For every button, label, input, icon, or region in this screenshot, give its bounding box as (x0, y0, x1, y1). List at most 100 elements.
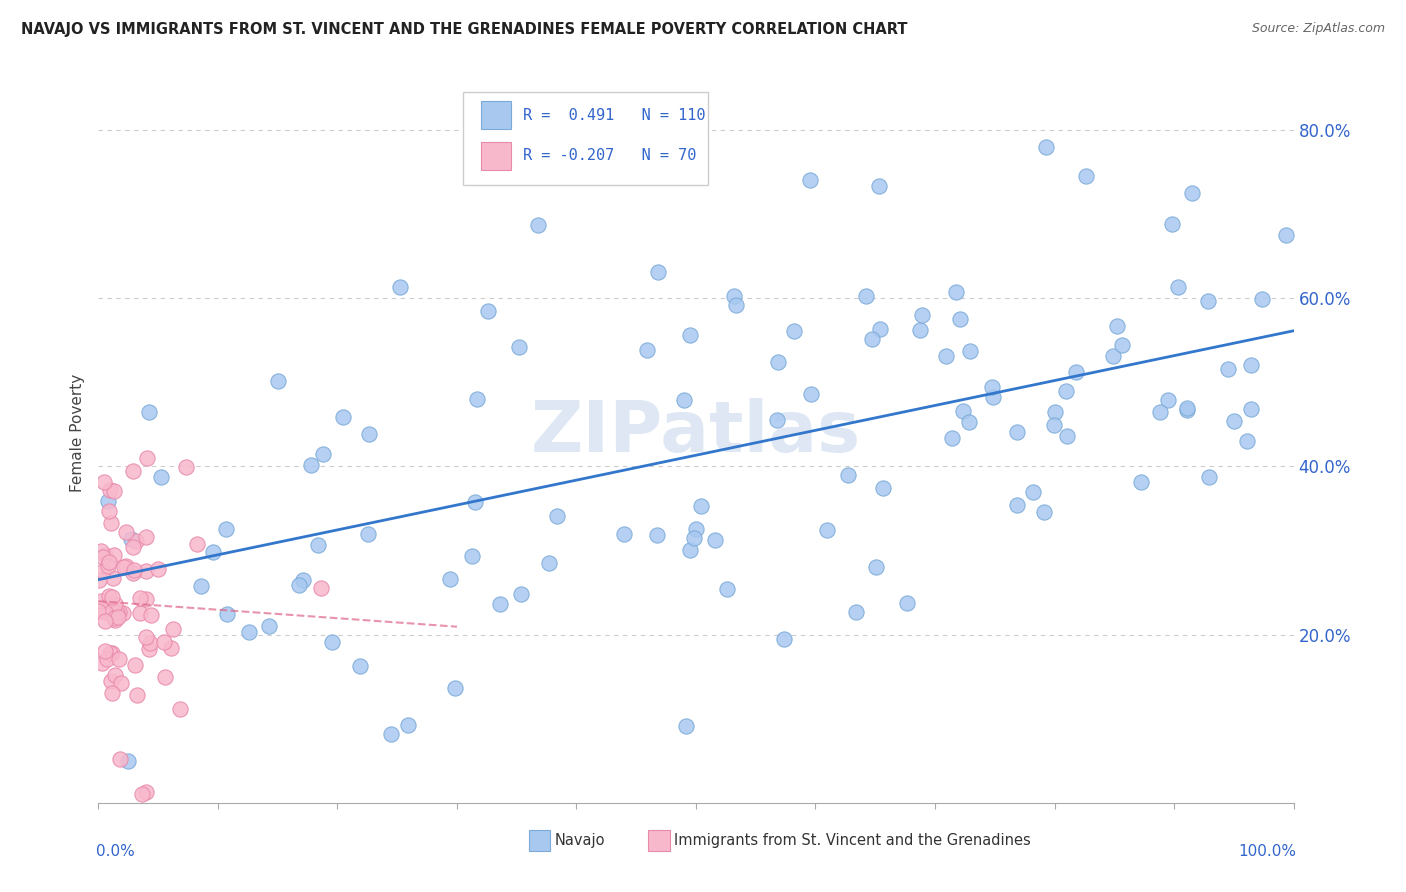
Point (799, 172, 821, 186)
Point (101, 571, 124, 585)
Point (1129, 475, 1152, 490)
Point (647, 265, 669, 279)
Point (837, 468, 859, 483)
Point (107, 607, 129, 621)
Point (97, 559, 120, 574)
Point (162, 622, 184, 636)
Point (90, 544, 112, 558)
Point (1198, 470, 1220, 484)
Point (1043, 418, 1066, 433)
Point (1066, 365, 1088, 379)
Point (1022, 485, 1045, 500)
FancyBboxPatch shape (463, 92, 709, 185)
Point (312, 447, 335, 461)
Point (267, 375, 290, 389)
Point (782, 325, 804, 339)
Point (91, 549, 114, 564)
Point (259, 619, 281, 633)
Point (93, 643, 115, 657)
Point (299, 458, 322, 473)
Point (508, 340, 530, 354)
Point (87, 573, 110, 587)
Point (815, 523, 838, 537)
Point (679, 543, 702, 558)
Point (103, 548, 125, 562)
Point (307, 538, 329, 552)
Point (138, 641, 160, 656)
Point (103, 610, 125, 624)
Point (896, 596, 918, 610)
Point (396, 718, 419, 732)
Point (321, 635, 343, 649)
Point (93, 605, 115, 619)
Point (129, 591, 152, 605)
Point (1167, 279, 1189, 293)
FancyBboxPatch shape (481, 142, 510, 169)
Point (766, 354, 789, 368)
Point (672, 392, 695, 407)
Point (860, 332, 883, 346)
Point (202, 545, 225, 559)
Point (91, 564, 114, 578)
Point (288, 578, 311, 592)
Point (1111, 338, 1133, 352)
Point (464, 494, 486, 508)
Point (101, 685, 124, 699)
Point (911, 309, 934, 323)
Point (112, 560, 135, 574)
Point (104, 598, 127, 612)
Point (1240, 359, 1263, 373)
Point (139, 608, 162, 623)
Point (90, 656, 112, 670)
Point (125, 688, 148, 702)
Point (983, 390, 1005, 404)
Point (309, 581, 332, 595)
Point (1197, 294, 1219, 309)
Point (1250, 293, 1272, 307)
Point (107, 652, 129, 666)
Point (108, 605, 131, 619)
Point (724, 298, 747, 312)
Point (120, 533, 142, 547)
Point (98, 483, 121, 497)
Point (773, 632, 796, 646)
Text: 0.0%: 0.0% (96, 844, 135, 858)
Point (981, 380, 1004, 394)
Point (100, 674, 122, 689)
Point (800, 387, 823, 401)
Point (1107, 318, 1129, 333)
Point (101, 646, 124, 660)
Point (359, 427, 381, 442)
Point (117, 754, 139, 768)
Y-axis label: Female Poverty: Female Poverty (69, 374, 84, 491)
Point (872, 482, 894, 496)
Point (1074, 169, 1097, 183)
Point (1275, 228, 1298, 243)
Point (121, 566, 143, 581)
Point (186, 537, 208, 551)
Text: Source: ZipAtlas.com: Source: ZipAtlas.com (1251, 22, 1385, 36)
Point (98, 595, 121, 609)
Point (104, 667, 127, 681)
Point (98, 647, 121, 661)
Point (215, 607, 238, 622)
Point (461, 549, 484, 563)
Point (97, 493, 120, 508)
Point (952, 404, 974, 418)
Point (135, 564, 157, 578)
Point (1043, 405, 1066, 419)
Point (685, 522, 707, 536)
Point (613, 526, 636, 541)
Point (160, 641, 183, 656)
Point (107, 610, 129, 624)
Point (138, 405, 160, 419)
Point (716, 582, 738, 597)
Point (114, 524, 136, 539)
Point (87, 604, 110, 618)
Point (1005, 498, 1028, 512)
Text: 100.0%: 100.0% (1237, 844, 1296, 858)
Point (959, 344, 981, 359)
Text: NAVAJO VS IMMIGRANTS FROM ST. VINCENT AND THE GRENADINES FEMALE POVERTY CORRELAT: NAVAJO VS IMMIGRANTS FROM ST. VINCENT AN… (21, 22, 908, 37)
Point (97, 504, 120, 518)
Text: Immigrants from St. Vincent and the Grenadines: Immigrants from St. Vincent and the Gren… (675, 833, 1031, 848)
